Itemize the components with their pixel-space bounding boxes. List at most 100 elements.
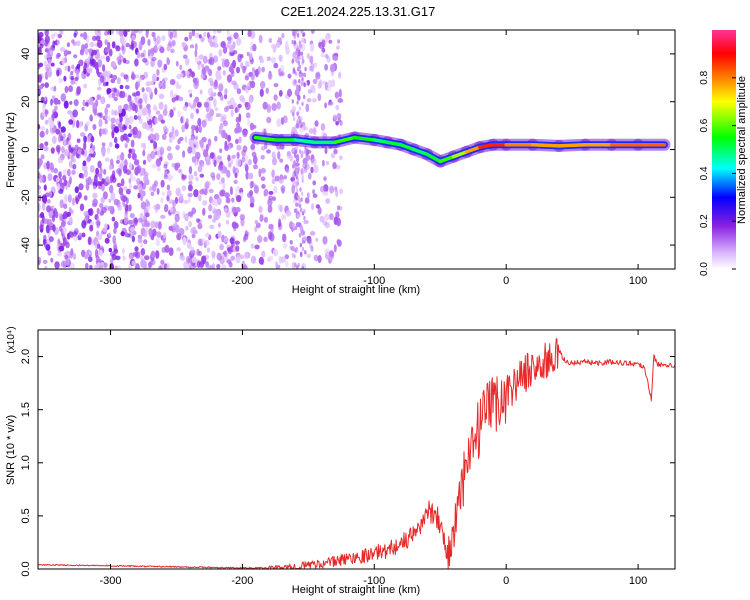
noise-blob <box>156 146 161 151</box>
noise-blob <box>96 94 102 100</box>
noise-blob <box>63 179 68 187</box>
noise-blob <box>188 180 193 186</box>
noise-blob <box>291 252 295 258</box>
noise-blob <box>104 39 108 46</box>
noise-blob <box>84 251 89 260</box>
noise-blob <box>257 235 263 244</box>
noise-blob <box>251 151 257 158</box>
colorbar-tick-label: 0.4 <box>699 166 710 180</box>
noise-blob <box>108 231 112 237</box>
noise-blob <box>302 32 305 37</box>
noise-blob <box>235 138 239 144</box>
noise-blob <box>123 39 127 47</box>
noise-blob <box>69 262 75 269</box>
noise-blob <box>336 205 341 211</box>
noise-blob <box>219 190 224 196</box>
noise-blob <box>302 162 306 168</box>
noise-blob <box>155 110 161 115</box>
noise-blob <box>201 163 205 168</box>
noise-blob <box>89 41 95 48</box>
noise-blob <box>116 56 120 62</box>
noise-blob <box>236 151 240 159</box>
noise-blob <box>279 71 284 76</box>
x-tick-label: -200 <box>231 275 253 287</box>
ridge-segment <box>530 142 561 148</box>
noise-blob <box>267 198 273 207</box>
noise-blob <box>74 77 79 81</box>
noise-blob <box>46 205 52 213</box>
y-tick-label: 2.0 <box>20 349 32 364</box>
noise-blob <box>135 90 141 96</box>
noise-blob <box>328 258 332 264</box>
noise-blob <box>133 159 140 166</box>
noise-blob <box>137 217 143 223</box>
noise-blob <box>104 113 108 120</box>
ridge-segment <box>253 135 278 142</box>
noise-blob <box>193 139 198 146</box>
noise-blob <box>58 189 64 194</box>
noise-blob <box>63 75 67 82</box>
noise-blob <box>58 245 63 251</box>
noise-blob <box>68 119 74 125</box>
noise-blob <box>194 32 200 38</box>
noise-blob <box>214 79 218 87</box>
noise-blob <box>164 204 169 213</box>
noise-blob <box>151 31 156 38</box>
noise-blob <box>296 119 300 128</box>
noise-blob <box>148 227 153 237</box>
noise-blob <box>46 71 52 78</box>
noise-blob <box>122 248 125 255</box>
noise-blob <box>171 97 176 103</box>
noise-blob <box>140 248 146 256</box>
noise-blob <box>163 163 168 169</box>
noise-blob <box>300 81 303 87</box>
noise-blob <box>97 160 102 169</box>
noise-blob <box>71 169 76 175</box>
noise-blob <box>81 173 85 179</box>
noise-blob <box>192 149 197 155</box>
noise-blob <box>296 84 299 93</box>
noise-blob <box>134 95 138 103</box>
noise-blob <box>296 100 299 105</box>
noise-blob <box>306 237 312 244</box>
noise-blob <box>129 213 135 219</box>
noise-blob <box>295 208 298 213</box>
noise-blob <box>336 45 340 50</box>
noise-blob <box>116 77 121 85</box>
noise-blob <box>187 197 191 203</box>
noise-blob <box>128 148 132 154</box>
noise-blob <box>285 45 289 52</box>
noise-blob <box>157 59 163 68</box>
noise-blob <box>218 49 223 57</box>
noise-blob <box>43 184 47 191</box>
noise-blob <box>38 46 42 56</box>
noise-blob <box>270 56 276 64</box>
noise-blob <box>66 232 71 240</box>
noise-blob <box>193 170 198 177</box>
noise-blob <box>218 113 223 118</box>
noise-blob <box>175 144 180 151</box>
noise-blob <box>291 227 294 232</box>
noise-blob <box>105 70 111 78</box>
noise-blob <box>208 214 212 219</box>
noise-blob <box>96 86 102 91</box>
noise-blob <box>250 73 255 81</box>
noise-blob <box>303 72 306 78</box>
noise-blob <box>296 47 299 52</box>
noise-blob <box>235 116 240 123</box>
noise-blob <box>254 244 260 250</box>
noise-blob <box>221 129 226 139</box>
noise-blob <box>113 198 120 206</box>
y-tick-label: 40 <box>20 48 32 60</box>
noise-blob <box>85 178 89 184</box>
noise-blob <box>133 185 139 190</box>
noise-blob <box>55 128 61 135</box>
noise-blob <box>171 39 176 47</box>
noise-blob <box>299 149 302 154</box>
noise-blob <box>39 130 45 138</box>
noise-blob <box>106 89 110 95</box>
noise-blob <box>303 39 307 44</box>
noise-blob <box>84 169 88 178</box>
noise-blob <box>224 93 228 100</box>
spectrogram-y-label: Frequency (Hz) <box>5 112 17 188</box>
